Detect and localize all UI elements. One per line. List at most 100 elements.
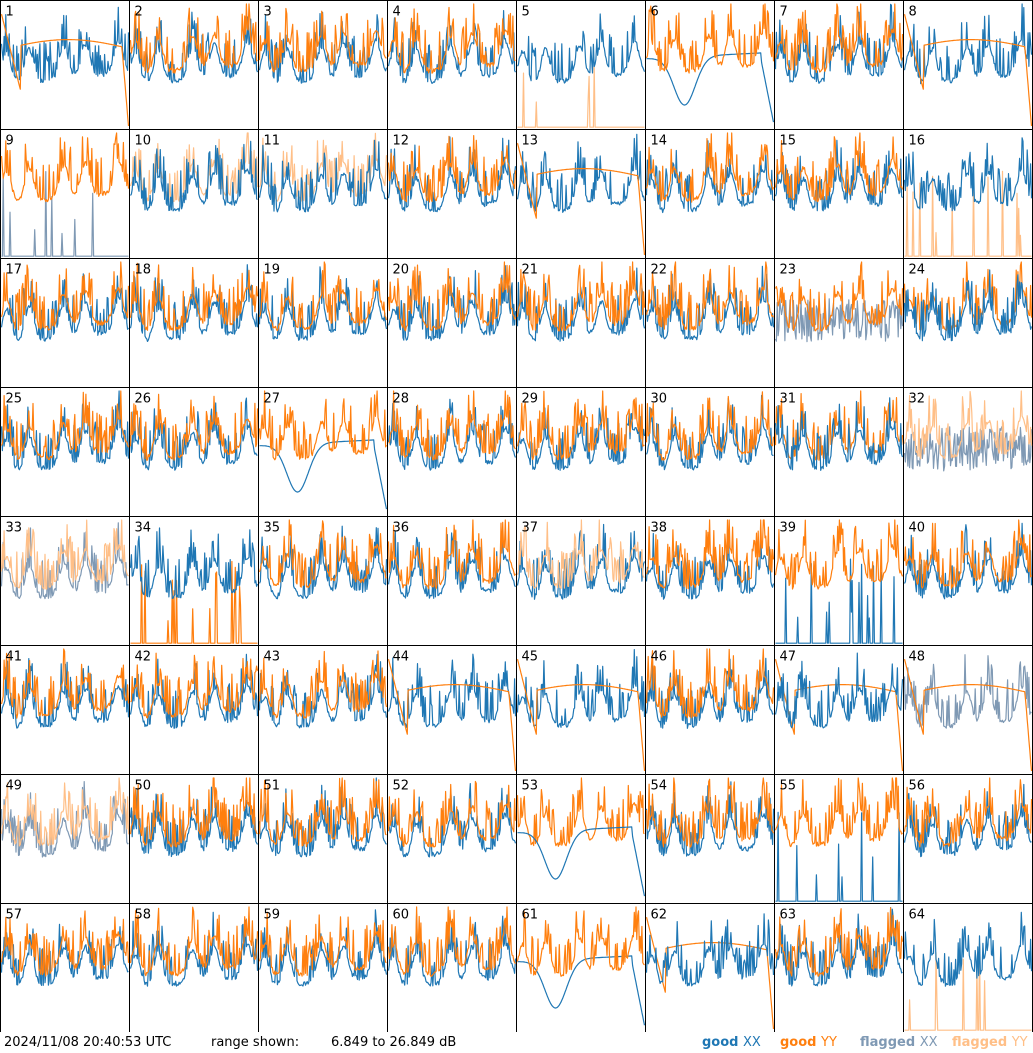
panel-number: 29 (522, 392, 539, 407)
panel-20: 20 (387, 258, 517, 388)
trace-yy-flagged (0, 777, 130, 847)
panel-10: 10 (129, 129, 259, 259)
trace-xx-good (516, 649, 646, 728)
trace-xx-good (0, 273, 130, 342)
panel-number: 28 (393, 392, 410, 407)
trace-yy-good (258, 261, 388, 332)
panel-32: 32 (903, 387, 1033, 517)
panel-number: 53 (522, 779, 539, 794)
panel-45: 45 (516, 645, 646, 775)
trace-yy-good (129, 3, 258, 74)
trace-yy-good (774, 3, 904, 73)
panel-1: 1 (0, 0, 130, 130)
trace-xx-good (516, 13, 646, 84)
trace-yy-good (0, 910, 130, 977)
panel-43: 43 (258, 645, 388, 775)
panel-63: 63 (774, 903, 904, 1032)
legend-flagged-xx-word: flagged (860, 1035, 916, 1050)
trace-yy-good (130, 652, 259, 719)
panel-47: 47 (774, 645, 904, 775)
trace-yy-good (387, 519, 517, 590)
trace-yy-good (774, 261, 904, 332)
panel-28: 28 (387, 387, 517, 517)
panel-number: 46 (651, 650, 668, 665)
panel-number: 63 (780, 908, 797, 923)
trace-xx-good (387, 531, 516, 599)
panel-21: 21 (516, 258, 646, 388)
trace-xx-good (645, 913, 775, 987)
trace-xx-good (645, 140, 775, 214)
trace-yy-good (0, 648, 130, 719)
trace-xx-good (387, 265, 517, 342)
legend-good-yy-pol: YY (821, 1035, 837, 1050)
trace-yy-good (387, 906, 516, 977)
panel-number: 12 (393, 134, 410, 149)
trace-xx-good (645, 265, 775, 341)
trace-yy-good (516, 143, 646, 256)
panel-number: 14 (651, 134, 668, 149)
trace-yy-good (645, 261, 775, 331)
trace-yy-good (387, 659, 517, 772)
trace-xx-good (774, 139, 904, 212)
trace-xx-good (129, 11, 259, 84)
trace-yy-good (516, 659, 646, 772)
panel-number: 40 (909, 521, 926, 536)
trace-yy-good (258, 777, 387, 848)
trace-yy-good (645, 3, 775, 74)
trace-xx-good (903, 911, 1033, 987)
panel-17: 17 (0, 258, 130, 388)
trace-yy-flagged (0, 519, 129, 590)
panel-number: 30 (651, 392, 668, 407)
panel-number: 35 (264, 521, 281, 536)
trace-yy-good (130, 560, 258, 644)
trace-xx-flagged (1, 171, 129, 257)
panel-number: 6 (651, 5, 659, 20)
trace-yy-good (258, 390, 388, 461)
trace-yy-good (645, 519, 775, 590)
panel-number: 10 (135, 134, 152, 149)
trace-xx-good (129, 527, 259, 599)
panel-14: 14 (645, 129, 775, 259)
legend-flagged-yy-word: flagged (952, 1035, 1008, 1050)
panel-number: 13 (522, 134, 539, 149)
panel-31: 31 (774, 387, 904, 517)
panel-2: 2 (129, 0, 259, 130)
trace-yy-good (774, 132, 904, 203)
panel-42: 42 (129, 645, 259, 775)
trace-xx-flagged (774, 298, 904, 343)
legend-good-yy-word: good (780, 1035, 817, 1050)
panel-number: 54 (651, 779, 668, 794)
trace-xx-good (0, 6, 130, 83)
trace-yy-flagged (903, 390, 1033, 460)
panel-number: 1 (6, 5, 14, 20)
panel-number: 34 (135, 521, 152, 536)
panel-number: 44 (393, 650, 410, 665)
panel-30: 30 (645, 387, 775, 517)
trace-yy-flagged (516, 519, 645, 589)
panel-frame (0, 516, 130, 646)
panel-37: 37 (516, 516, 646, 646)
trace-yy-good (774, 777, 903, 848)
legend-flagged-yy: flagged YY (952, 1033, 1028, 1053)
trace-xx-good (0, 390, 130, 471)
panel-number: 45 (522, 650, 539, 665)
trace-xx-good (129, 911, 259, 987)
trace-yy-good (645, 132, 775, 203)
panel-frame (516, 903, 646, 1032)
panel-number: 22 (651, 263, 668, 278)
panel-39: 39 (774, 516, 904, 646)
trace-yy-good (129, 262, 259, 331)
trace-yy-good (903, 659, 1033, 772)
trace-xx-good (387, 398, 517, 471)
range-value: 6.849 to 26.849 dB (331, 1035, 457, 1050)
trace-yy-good (516, 777, 645, 847)
trace-xx-good (129, 140, 258, 212)
trace-yy-flagged (129, 132, 259, 203)
panel-number: 7 (780, 5, 788, 20)
panel-38: 38 (645, 516, 775, 646)
panel-25: 25 (0, 387, 130, 517)
panel-number: 17 (6, 263, 23, 278)
panel-frame (387, 0, 517, 130)
panel-number: 59 (264, 908, 281, 923)
panel-frame (129, 774, 259, 904)
